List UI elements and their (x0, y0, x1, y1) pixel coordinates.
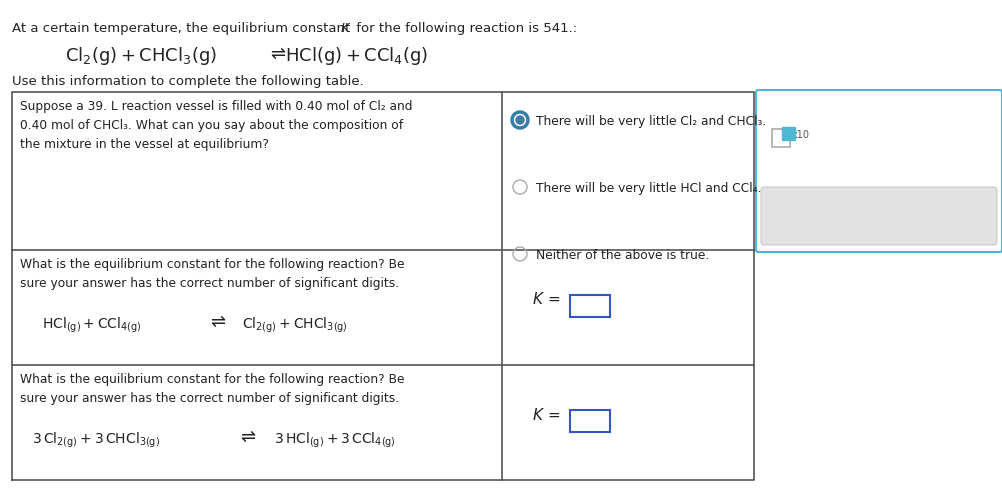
Text: What is the equilibrium constant for the following reaction? Be
sure your answer: What is the equilibrium constant for the… (20, 258, 404, 290)
FancyBboxPatch shape (569, 411, 609, 433)
Text: $K\,=$: $K\,=$ (531, 407, 560, 422)
Text: $K$: $K$ (340, 22, 352, 35)
Text: Neither of the above is true.: Neither of the above is true. (535, 249, 708, 262)
Text: $\rightleftharpoons$: $\rightleftharpoons$ (206, 313, 226, 331)
Text: Use this information to complete the following table.: Use this information to complete the fol… (12, 75, 364, 88)
Text: Suppose a 39. L reaction vessel is filled with 0.40 mol of Cl₂ and
0.40 mol of C: Suppose a 39. L reaction vessel is fille… (20, 100, 412, 151)
FancyBboxPatch shape (569, 295, 609, 318)
Text: $\mathrm{HCl_{(g)}+CCl_{4(g)}}$: $\mathrm{HCl_{(g)}+CCl_{4(g)}}$ (42, 316, 141, 335)
FancyBboxPatch shape (782, 127, 795, 140)
FancyBboxPatch shape (761, 187, 996, 245)
Text: What is the equilibrium constant for the following reaction? Be
sure your answer: What is the equilibrium constant for the… (20, 373, 404, 405)
Text: ?: ? (956, 202, 966, 221)
Circle shape (515, 116, 523, 124)
Text: $\mathrm{Cl_{2(g)}+CHCl_{3(g)}}$: $\mathrm{Cl_{2(g)}+CHCl_{3(g)}}$ (241, 316, 348, 335)
Text: $\mathrm{3\,Cl_{2(g)}+3\,CHCl_{3(g)}}$: $\mathrm{3\,Cl_{2(g)}+3\,CHCl_{3(g)}}$ (32, 431, 160, 450)
Text: for the following reaction is 541.:: for the following reaction is 541.: (352, 22, 576, 35)
Text: ↺: ↺ (870, 202, 887, 221)
Text: $\rightleftharpoons$: $\rightleftharpoons$ (267, 45, 287, 63)
Text: There will be very little Cl₂ and CHCl₃.: There will be very little Cl₂ and CHCl₃. (535, 115, 766, 128)
Text: $\rightleftharpoons$: $\rightleftharpoons$ (236, 428, 257, 446)
FancyBboxPatch shape (756, 90, 1001, 252)
Text: At a certain temperature, the equilibrium constant: At a certain temperature, the equilibriu… (12, 22, 354, 35)
Text: $\mathrm{HCl(g) + CCl_4(g)}$: $\mathrm{HCl(g) + CCl_4(g)}$ (285, 45, 428, 67)
Text: $K\,=$: $K\,=$ (531, 292, 560, 308)
FancyBboxPatch shape (772, 129, 790, 147)
Text: $\mathrm{3\,HCl_{(g)}+3\,CCl_{4(g)}}$: $\mathrm{3\,HCl_{(g)}+3\,CCl_{4(g)}}$ (274, 431, 396, 450)
Text: There will be very little HCl and CCl₄.: There will be very little HCl and CCl₄. (535, 182, 761, 195)
Text: ×: × (790, 202, 809, 222)
Text: x10: x10 (792, 130, 810, 140)
Circle shape (511, 112, 527, 128)
Text: $\mathrm{Cl_2(g) + CHCl_3(g)}$: $\mathrm{Cl_2(g) + CHCl_3(g)}$ (65, 45, 216, 67)
